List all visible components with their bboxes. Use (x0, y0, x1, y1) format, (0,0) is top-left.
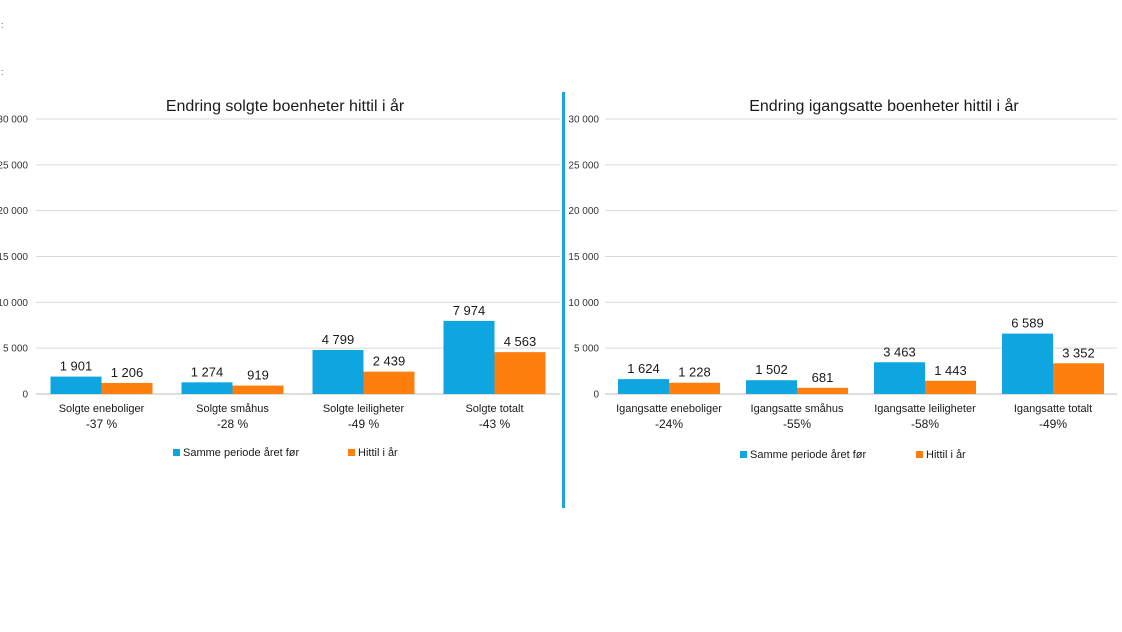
data-label: 1 228 (678, 365, 711, 380)
category-label: Solgte eneboliger (59, 403, 145, 415)
change-percent-label: -49 % (348, 417, 380, 431)
legend-swatch (916, 451, 923, 458)
legend-label: Hittil i år (926, 449, 966, 461)
change-percent-label: -43 % (479, 417, 511, 431)
bar-year-to-date (363, 371, 415, 394)
bar-year-to-date (669, 382, 720, 394)
bar-previous-period (1002, 333, 1053, 394)
category-label: Solgte leiligheter (323, 403, 405, 415)
y-tick-label: 30 000 (568, 115, 599, 126)
data-label: 1 502 (755, 362, 788, 377)
data-label: 2 439 (373, 354, 406, 369)
legend-swatch (173, 449, 180, 456)
y-tick-label: 25 000 (0, 160, 28, 171)
data-label: 1 624 (627, 361, 660, 376)
chart-solgte: 0 5 000 10 000 15 000 20 000 25 000 30 000 Endr… (0, 97, 560, 459)
data-label: 7 974 (453, 303, 486, 318)
bar-year-to-date (232, 385, 284, 394)
chart-divider (562, 92, 565, 508)
data-label: 1 901 (60, 359, 93, 374)
y-tick-label: 20 000 (568, 206, 599, 217)
bar-previous-period (618, 379, 669, 394)
category-label: Solgte småhus (196, 403, 269, 415)
y-tick-label: 20 000 (0, 206, 28, 217)
bar-year-to-date (1053, 363, 1104, 394)
data-label: 4 799 (322, 332, 355, 347)
y-tick-label: 0 (593, 390, 599, 401)
change-percent-label: -24% (655, 417, 683, 431)
bar-year-to-date (494, 352, 546, 394)
bar-year-to-date (797, 387, 848, 394)
chart-igangsatte: 0 5 000 10 000 15 000 20 000 25 000 30 000 Endr… (568, 97, 1117, 461)
change-percent-label: -58% (911, 417, 939, 431)
chart-title: Endring igangsatte boenheter hittil i år (749, 97, 1019, 115)
change-percent-label: -28 % (217, 417, 249, 431)
data-label: 681 (812, 370, 834, 385)
corner-marker-bottom: : (1, 67, 4, 77)
data-label: 1 274 (191, 364, 224, 379)
category-label: Solgte totalt (465, 403, 523, 415)
data-label: 1 443 (934, 363, 967, 378)
data-label: 6 589 (1011, 316, 1044, 331)
bar-previous-period (746, 380, 797, 394)
legend-label: Samme periode året før (750, 449, 866, 461)
legend-label: Samme periode året før (183, 447, 299, 459)
y-tick-label: 15 000 (568, 252, 599, 263)
bar-previous-period (181, 382, 233, 394)
category-label: Igangsatte eneboliger (616, 403, 722, 415)
data-label: 3 352 (1062, 345, 1095, 360)
data-label: 919 (247, 368, 269, 383)
category-label: Igangsatte småhus (751, 403, 844, 415)
bar-previous-period (50, 376, 102, 394)
change-percent-label: -37 % (86, 417, 118, 431)
legend-swatch (348, 449, 355, 456)
y-tick-label: 5 000 (574, 344, 599, 355)
bar-previous-period (443, 320, 495, 394)
chart-title: Endring solgte boenheter hittil i år (166, 97, 405, 115)
y-tick-label: 15 000 (0, 252, 28, 263)
category-label: Igangsatte totalt (1014, 403, 1092, 415)
bar-previous-period (312, 350, 364, 394)
y-tick-label: 10 000 (0, 298, 28, 309)
change-percent-label: -55% (783, 417, 811, 431)
y-tick-label: 25 000 (568, 160, 599, 171)
bar-previous-period (874, 362, 925, 394)
corner-marker-top: : (1, 20, 4, 30)
category-label: Igangsatte leiligheter (874, 403, 976, 415)
bar-year-to-date (925, 380, 976, 394)
y-tick-label: 5 000 (3, 344, 28, 355)
data-label: 1 206 (111, 365, 144, 380)
y-tick-label: 0 (22, 390, 28, 401)
bar-year-to-date (101, 382, 153, 394)
legend-swatch (740, 451, 747, 458)
y-tick-label: 30 000 (0, 115, 28, 126)
data-label: 3 463 (883, 344, 916, 359)
y-tick-label: 10 000 (568, 298, 599, 309)
legend-label: Hittil i år (358, 447, 398, 459)
change-percent-label: -49% (1039, 417, 1067, 431)
data-label: 4 563 (504, 334, 537, 349)
